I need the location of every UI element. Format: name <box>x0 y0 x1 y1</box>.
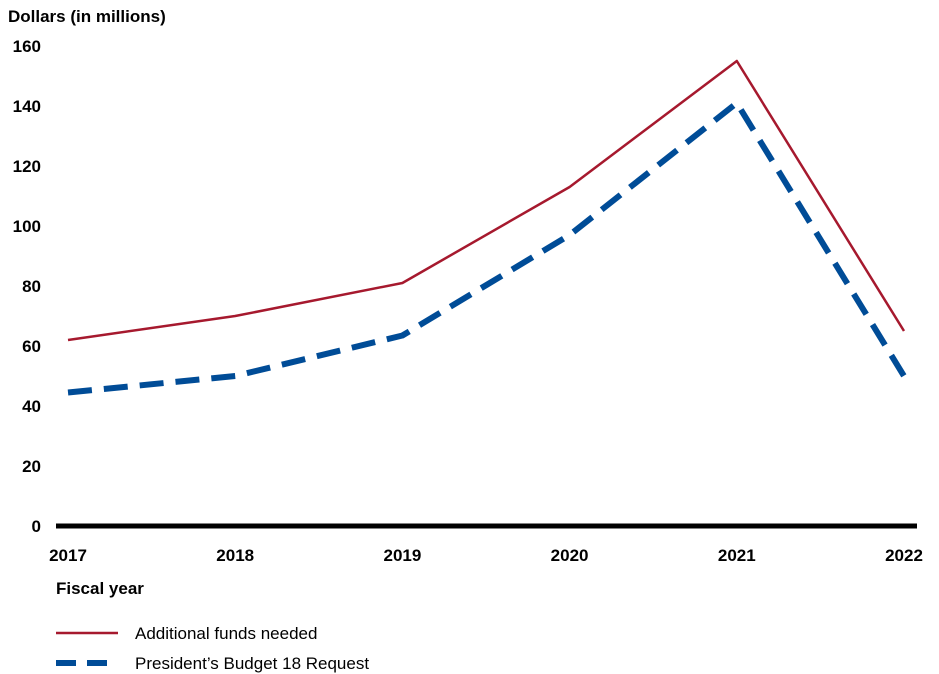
x-axis-title: Fiscal year <box>56 579 144 598</box>
y-tick-label: 120 <box>13 157 41 176</box>
y-tick-label: 40 <box>22 397 41 416</box>
x-tick-label: 2021 <box>718 546 756 565</box>
legend: Additional funds needed President’s Budg… <box>56 624 369 673</box>
y-tick-label: 160 <box>13 37 41 56</box>
x-tick-label: 2019 <box>383 546 421 565</box>
y-tick-label: 20 <box>22 457 41 476</box>
x-tick-label: 2022 <box>885 546 923 565</box>
legend-label-additional-funds: Additional funds needed <box>135 624 317 643</box>
legend-item-presidents-budget: President’s Budget 18 Request <box>56 654 369 673</box>
y-axis-title: Dollars (in millions) <box>8 7 166 26</box>
series-line-presidents-budget <box>67 100 907 396</box>
y-tick-label: 0 <box>32 517 41 536</box>
x-tick-label: 2017 <box>49 546 87 565</box>
y-tick-label: 60 <box>22 337 41 356</box>
x-tick-label: 2020 <box>551 546 589 565</box>
legend-item-additional-funds: Additional funds needed <box>56 624 317 643</box>
series-layer <box>67 59 907 396</box>
x-axis-ticks: 2017 2018 2019 2020 2021 2022 <box>49 546 923 565</box>
x-tick-label: 2018 <box>216 546 254 565</box>
y-axis-ticks: 0 20 40 60 80 100 120 140 160 <box>13 37 41 536</box>
series-line-additional-funds <box>67 59 906 342</box>
y-tick-label: 140 <box>13 97 41 116</box>
y-tick-label: 100 <box>13 217 41 236</box>
y-tick-label: 80 <box>22 277 41 296</box>
legend-label-presidents-budget: President’s Budget 18 Request <box>135 654 369 673</box>
